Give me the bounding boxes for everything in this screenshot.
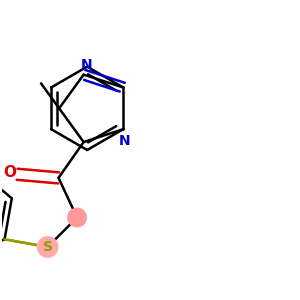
Text: O: O xyxy=(3,165,16,180)
Text: N: N xyxy=(81,58,92,72)
Text: N: N xyxy=(119,134,130,148)
Text: S: S xyxy=(43,240,52,254)
Circle shape xyxy=(38,237,58,257)
Circle shape xyxy=(68,208,86,227)
